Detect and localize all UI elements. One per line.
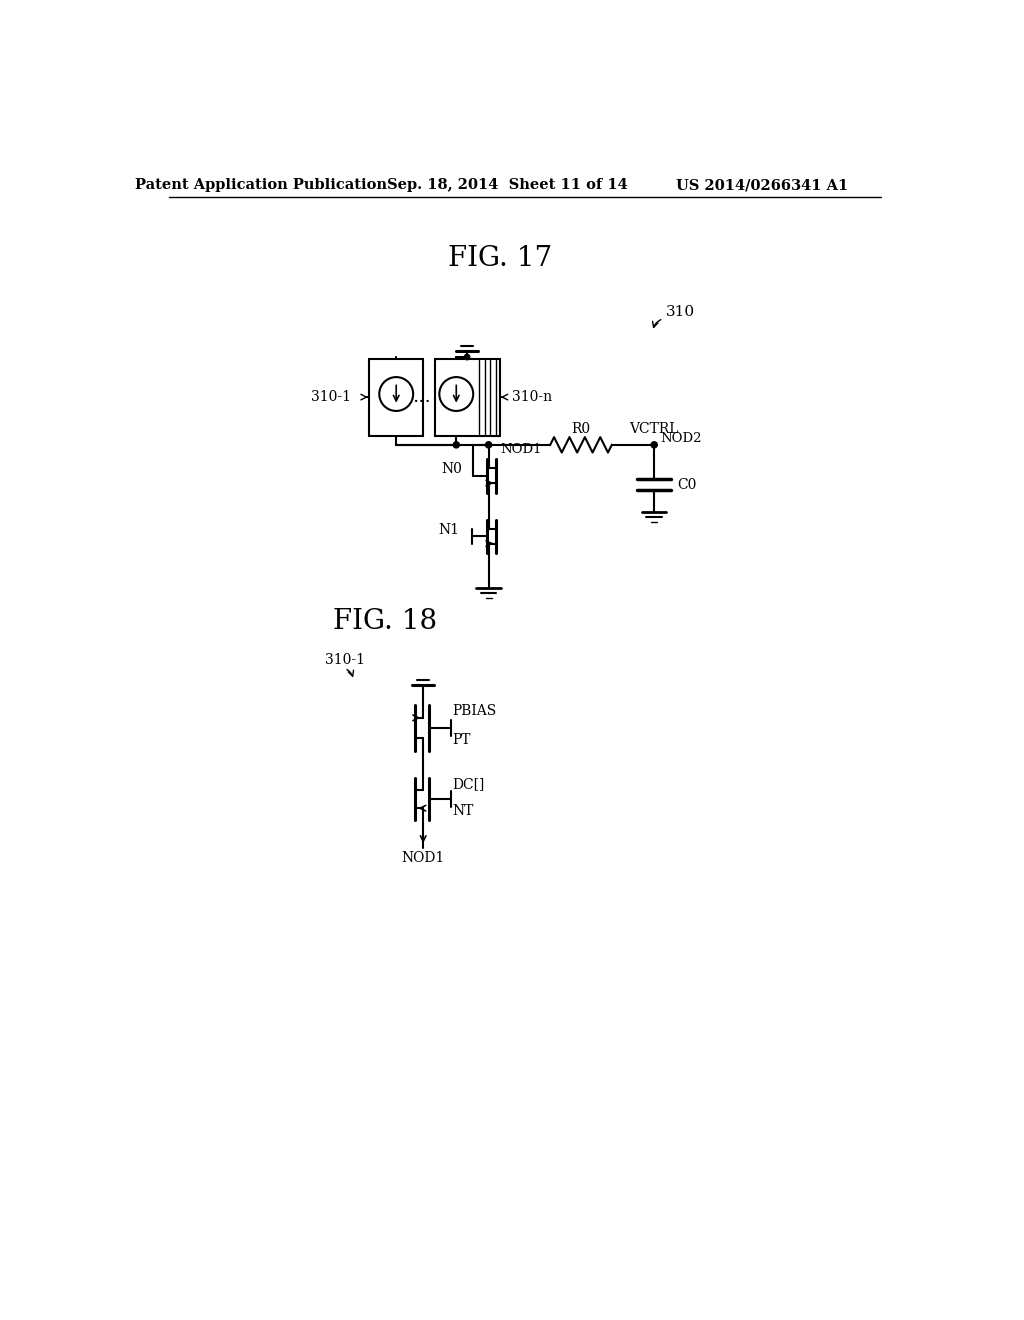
Bar [435,359,500,436]
Text: VCTRL: VCTRL [630,422,679,437]
Text: R0: R0 [571,422,591,437]
Text: FIG. 17: FIG. 17 [449,246,552,272]
Text: ...: ... [413,388,431,407]
Text: Sep. 18, 2014  Sheet 11 of 14: Sep. 18, 2014 Sheet 11 of 14 [387,178,629,193]
Circle shape [651,442,657,447]
Text: 310-n: 310-n [512,391,552,404]
Text: 310: 310 [666,305,695,319]
Circle shape [485,442,492,447]
Circle shape [464,354,470,360]
Text: PT: PT [453,733,471,747]
Text: 310-1: 310-1 [325,653,365,668]
Text: N0: N0 [441,462,463,477]
Text: NT: NT [453,804,474,818]
Text: Patent Application Publication: Patent Application Publication [135,178,387,193]
Text: NOD1: NOD1 [500,444,542,455]
Circle shape [454,442,460,447]
Text: US 2014/0266341 A1: US 2014/0266341 A1 [676,178,848,193]
Text: PBIAS: PBIAS [453,704,497,718]
Text: NOD1: NOD1 [401,851,444,866]
Text: 310-1: 310-1 [310,391,351,404]
Text: C0: C0 [677,478,696,492]
Bar [370,359,423,436]
Text: FIG. 18: FIG. 18 [333,609,436,635]
Text: DC[]: DC[] [453,776,484,791]
Text: NOD2: NOD2 [660,432,701,445]
Text: N1: N1 [438,523,460,537]
